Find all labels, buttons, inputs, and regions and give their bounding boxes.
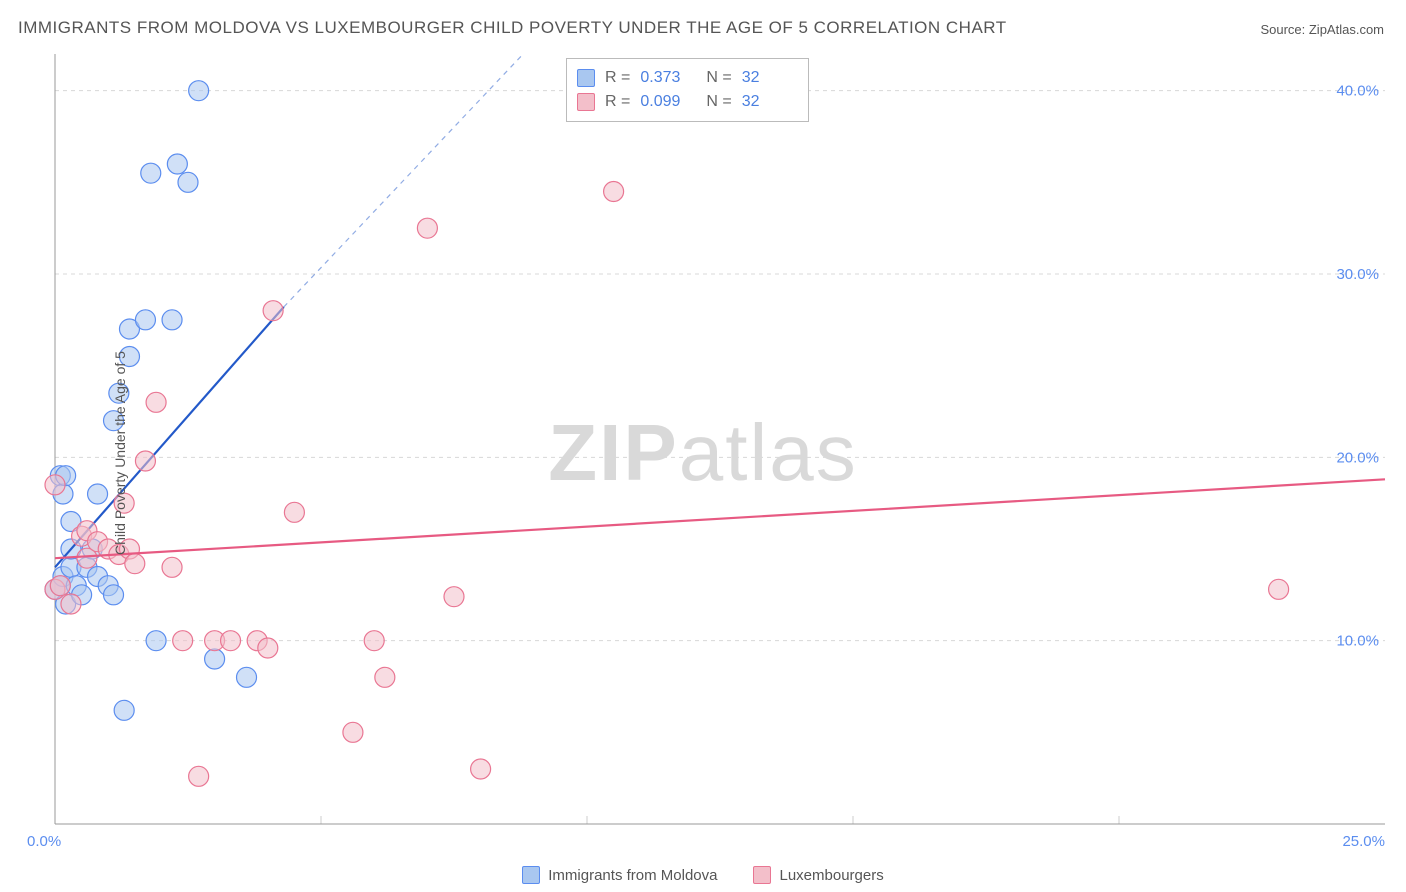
scatter-point — [444, 587, 464, 607]
trend-line — [55, 479, 1385, 558]
scatter-point — [88, 484, 108, 504]
svg-text:30.0%: 30.0% — [1336, 266, 1379, 283]
legend-item: Luxembourgers — [753, 866, 883, 884]
legend-bottom: Immigrants from Moldova Luxembourgers — [0, 866, 1406, 884]
legend-item: Immigrants from Moldova — [522, 866, 717, 884]
scatter-point — [221, 631, 241, 651]
svg-text:20.0%: 20.0% — [1336, 449, 1379, 466]
scatter-point — [146, 392, 166, 412]
scatter-point — [125, 554, 145, 574]
scatter-point — [162, 310, 182, 330]
legend-swatch — [753, 866, 771, 884]
scatter-point — [258, 638, 278, 658]
scatter-point — [1269, 579, 1289, 599]
scatter-point — [50, 576, 70, 596]
y-axis-label: Child Poverty Under the Age of 5 — [112, 351, 128, 555]
r-label: R = — [605, 69, 630, 87]
scatter-point — [114, 700, 134, 720]
legend-swatch — [577, 69, 595, 87]
scatter-point — [61, 594, 81, 614]
r-value: 0.373 — [640, 69, 696, 87]
svg-text:40.0%: 40.0% — [1336, 83, 1379, 100]
scatter-point — [417, 218, 437, 238]
scatter-point — [162, 557, 182, 577]
scatter-point — [135, 310, 155, 330]
scatter-point — [189, 81, 209, 101]
scatter-point — [104, 585, 124, 605]
r-value: 0.099 — [640, 93, 696, 111]
scatter-point — [263, 301, 283, 321]
stats-row: R = 0.373 N = 32 — [577, 66, 798, 90]
svg-text:0.0%: 0.0% — [27, 833, 61, 850]
svg-text:10.0%: 10.0% — [1336, 633, 1379, 650]
scatter-point — [237, 667, 257, 687]
scatter-point — [167, 154, 187, 174]
scatter-point — [178, 172, 198, 192]
scatter-point — [45, 475, 65, 495]
scatter-point — [146, 631, 166, 651]
chart-area: Child Poverty Under the Age of 5 ZIPatla… — [0, 54, 1406, 852]
scatter-point — [189, 766, 209, 786]
n-value: 32 — [742, 93, 798, 111]
scatter-point — [375, 667, 395, 687]
scatter-point — [284, 502, 304, 522]
n-label: N = — [706, 69, 731, 87]
source-label: Source: ZipAtlas.com — [1260, 22, 1384, 37]
legend-label: Luxembourgers — [779, 867, 883, 884]
legend-swatch — [522, 866, 540, 884]
legend-swatch — [577, 93, 595, 111]
scatter-point — [135, 451, 155, 471]
scatter-chart: 10.0% 20.0% 30.0% 40.0% 0.0% 25.0% — [0, 54, 1406, 854]
scatter-point — [604, 182, 624, 202]
scatter-point — [141, 163, 161, 183]
svg-text:25.0%: 25.0% — [1342, 833, 1385, 850]
n-value: 32 — [742, 69, 798, 87]
scatter-point — [364, 631, 384, 651]
scatter-point — [343, 722, 363, 742]
chart-title: IMMIGRANTS FROM MOLDOVA VS LUXEMBOURGER … — [18, 18, 1007, 38]
scatter-point — [173, 631, 193, 651]
correlation-stats-box: R = 0.373 N = 32 R = 0.099 N = 32 — [566, 58, 809, 122]
scatter-point — [205, 649, 225, 669]
trend-line-extension — [284, 54, 523, 307]
stats-row: R = 0.099 N = 32 — [577, 90, 798, 114]
n-label: N = — [706, 93, 731, 111]
r-label: R = — [605, 93, 630, 111]
legend-label: Immigrants from Moldova — [548, 867, 717, 884]
scatter-point — [471, 759, 491, 779]
